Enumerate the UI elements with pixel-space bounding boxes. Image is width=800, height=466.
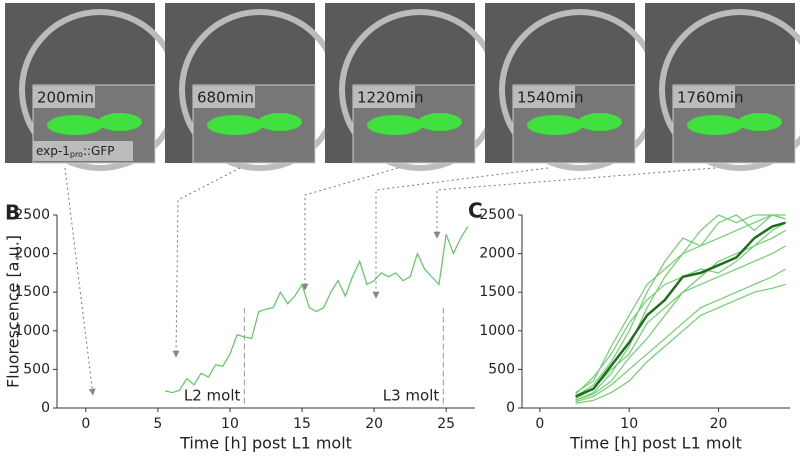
gene-label-part: ::GFP xyxy=(83,144,115,158)
arrow xyxy=(172,167,241,358)
arrows xyxy=(64,167,716,396)
panel-label: B xyxy=(5,201,20,225)
y-tick-label: 2500 xyxy=(14,207,50,223)
label-bg xyxy=(33,141,133,161)
y-tick-label: 2000 xyxy=(479,246,515,262)
y-tick-label: 0 xyxy=(41,400,50,416)
data-line xyxy=(575,283,786,404)
arrow xyxy=(433,167,716,239)
annotation: L2 molt xyxy=(184,387,241,405)
x-axis-label: Time [h] post L1 molt xyxy=(179,434,352,453)
label-bg xyxy=(353,86,415,108)
x-tick-label: 15 xyxy=(293,416,311,432)
gfp xyxy=(527,115,583,135)
label-bg xyxy=(193,86,255,108)
arrow xyxy=(301,167,399,291)
gene-label: exp-1pro::GFP xyxy=(36,144,114,159)
gfp xyxy=(687,115,743,135)
y-tick-label: 0 xyxy=(506,400,515,416)
gfp xyxy=(578,113,622,131)
data-line xyxy=(164,226,469,394)
data-line xyxy=(575,245,786,400)
data-line xyxy=(575,222,786,401)
x-tick-label: 0 xyxy=(535,416,544,432)
data-line xyxy=(575,268,786,403)
y-tick-label: 2500 xyxy=(479,207,515,223)
data-line xyxy=(575,221,786,398)
time-label: 1540min xyxy=(517,89,583,107)
x-tick-label: 5 xyxy=(153,416,162,432)
time-label: 1220min xyxy=(357,89,423,107)
y-tick-label: 1500 xyxy=(14,284,50,300)
y-tick-label: 1000 xyxy=(14,323,50,339)
arrow xyxy=(372,167,549,299)
y-tick-label: 1000 xyxy=(479,323,515,339)
gfp xyxy=(738,113,782,131)
x-tick-label: 25 xyxy=(437,416,455,432)
gene-label-part: exp-1 xyxy=(36,144,70,158)
panel-label: C xyxy=(468,199,483,223)
gfp xyxy=(98,113,142,131)
x-tick-label: 20 xyxy=(365,416,383,432)
data-line xyxy=(575,214,786,394)
gene-label-part: pro xyxy=(70,150,83,159)
y-tick-label: 500 xyxy=(488,361,515,377)
y-tick-label: 500 xyxy=(23,361,50,377)
time-label: 680min xyxy=(197,89,254,107)
x-axis-label: Time [h] post L1 molt xyxy=(569,434,742,453)
x-tick-label: 10 xyxy=(620,416,638,432)
y-tick-label: 2000 xyxy=(14,246,50,262)
label-bg xyxy=(33,86,95,108)
x-tick-label: 20 xyxy=(710,416,728,432)
time-label: 1760min xyxy=(677,89,743,107)
data-line xyxy=(575,214,786,397)
gfp xyxy=(207,115,263,135)
time-label: 200min xyxy=(37,89,94,107)
worm-ring xyxy=(659,9,800,171)
arrow xyxy=(64,167,96,396)
gfp xyxy=(258,113,302,131)
y-tick-label: 1500 xyxy=(479,284,515,300)
x-tick-label: 0 xyxy=(81,416,90,432)
label-bg xyxy=(673,86,735,108)
y-axis-label: Fluorescence [a.u.] xyxy=(4,235,23,388)
gfp xyxy=(418,113,462,131)
gfp xyxy=(47,115,103,135)
annotation: L3 molt xyxy=(383,387,440,405)
gfp xyxy=(367,115,423,135)
label-bg xyxy=(513,86,575,108)
x-tick-label: 10 xyxy=(221,416,239,432)
